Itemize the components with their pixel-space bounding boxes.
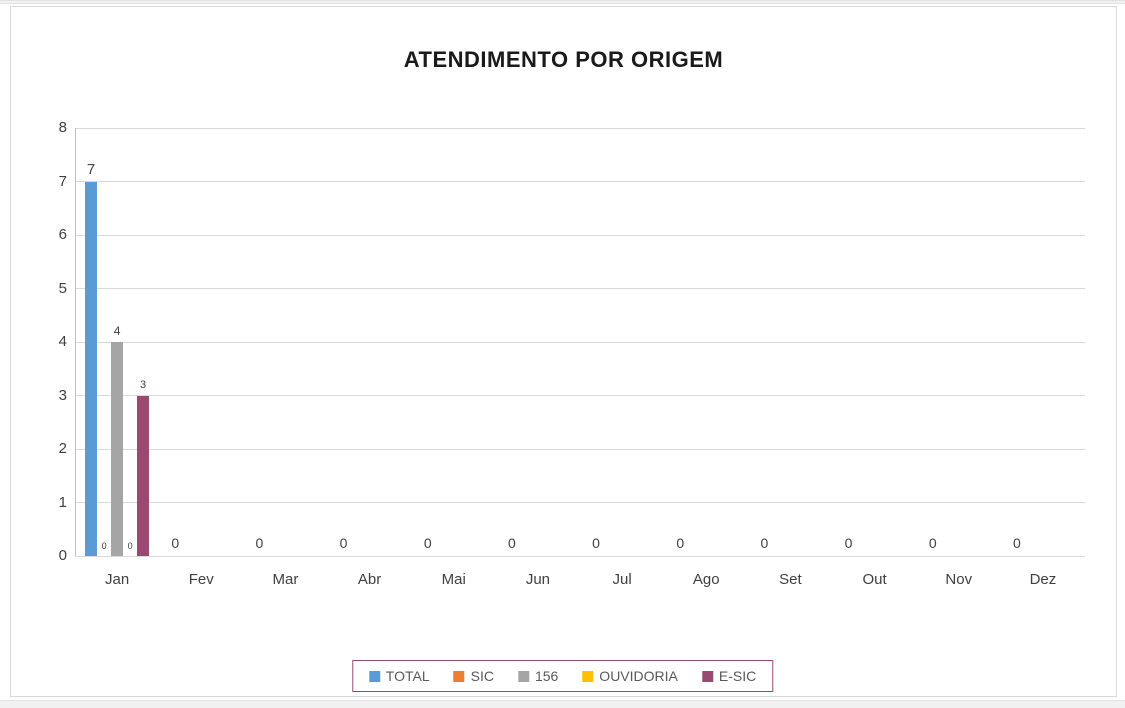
legend-item-ouvidoria[interactable]: OUVIDORIA	[582, 668, 678, 684]
legend-item-total[interactable]: TOTAL	[368, 668, 430, 684]
chart-legend[interactable]: TOTAL SIC 156 OUVIDORIA E-SIC	[351, 660, 774, 692]
legend-swatch-icon	[517, 670, 529, 682]
chart-title: ATENDIMENTO POR ORIGEM	[403, 47, 724, 72]
legend-swatch-icon	[582, 670, 594, 682]
bar-e-sic-jan[interactable]	[137, 395, 150, 556]
legend-label: 156	[534, 668, 559, 684]
bar-156-jan[interactable]	[111, 342, 124, 556]
legend-label: OUVIDORIA	[599, 668, 678, 684]
legend-label: E-SIC	[718, 668, 757, 684]
legend-label: TOTAL	[385, 668, 430, 684]
legend-item-e-sic[interactable]: E-SIC	[701, 668, 757, 684]
legend-item-156[interactable]: 156	[517, 668, 559, 684]
bar-total-jan[interactable]	[85, 181, 98, 556]
legend-swatch-icon	[453, 670, 465, 682]
spreadsheet-gridline-top	[0, 0, 1125, 4]
legend-item-sic[interactable]: SIC	[453, 668, 494, 684]
legend-swatch-icon	[368, 670, 380, 682]
legend-swatch-icon	[701, 670, 713, 682]
chart-frame[interactable]: ATENDIMENTO POR ORIGEM	[10, 6, 1117, 697]
spreadsheet-gridline-bottom	[0, 700, 1125, 708]
legend-label: SIC	[470, 668, 494, 684]
